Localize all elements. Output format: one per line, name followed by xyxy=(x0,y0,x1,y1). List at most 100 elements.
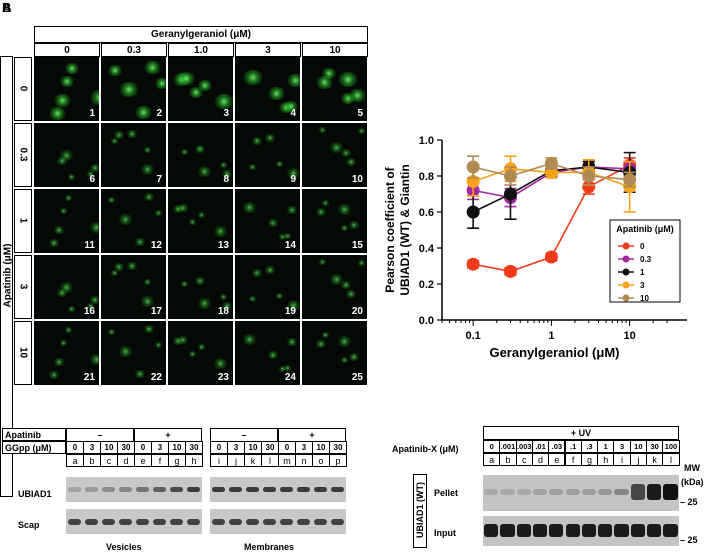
cell-number: 25 xyxy=(351,372,363,383)
row-header-apatinib: 0 xyxy=(17,85,29,92)
cell-number: 4 xyxy=(290,108,296,119)
cell-number: 7 xyxy=(156,174,162,185)
lane-letter: j xyxy=(227,454,245,467)
pellet-band xyxy=(565,489,580,495)
input-blot-strip xyxy=(483,516,679,546)
scap-band xyxy=(246,519,259,525)
cell-fluorescence xyxy=(340,93,356,105)
micrograph-cell: 6 xyxy=(34,123,99,187)
cell-fluorescence xyxy=(275,293,284,300)
cell-fluorescence xyxy=(194,145,206,154)
cell-fluorescence xyxy=(177,336,189,345)
micrograph-cell: 21 xyxy=(34,321,99,385)
lane-letter: g xyxy=(168,454,186,467)
legend-swatch-dot xyxy=(622,255,630,263)
cell-fluorescence xyxy=(107,329,116,336)
cell-number: 10 xyxy=(351,174,363,185)
scap-band xyxy=(170,519,183,525)
lane-letter: a xyxy=(66,454,84,467)
cell-fluorescence xyxy=(59,150,74,161)
cell-fluorescence xyxy=(59,282,74,293)
lane-letter: h xyxy=(597,453,615,466)
cell-number: 16 xyxy=(83,306,95,317)
data-point xyxy=(623,173,637,187)
cell-fluorescence xyxy=(56,289,68,298)
ubiad1-band xyxy=(297,487,310,492)
micrograph-cell: 3 xyxy=(168,57,233,121)
cell-fluorescence xyxy=(221,302,233,311)
cell-fluorescence xyxy=(118,82,140,98)
apatinib-axis-label: Apatinib (μM) xyxy=(2,243,14,308)
y-tick-label: 0.2 xyxy=(419,279,434,291)
lane-letter: d xyxy=(117,454,135,467)
ggpp-concentration: 0 xyxy=(210,441,228,454)
panel-letter-b: B xyxy=(2,0,12,15)
row-header-box xyxy=(14,255,32,319)
input-row-label: Input xyxy=(434,528,456,538)
micrograph-cell: 22 xyxy=(101,321,166,385)
col-header-ggoh: 10 xyxy=(302,43,368,57)
row-header-apatinib: 3 xyxy=(17,283,29,290)
micrograph-cell: 18 xyxy=(168,255,233,319)
apatinib-plus: + xyxy=(278,428,346,441)
ggpp-concentration: 0 xyxy=(66,441,84,454)
cell-fluorescence xyxy=(180,149,189,156)
cell-number: 1 xyxy=(89,108,95,119)
data-point xyxy=(544,250,558,264)
legend-title: Apatinib (μM) xyxy=(616,224,674,234)
input-band xyxy=(630,524,645,537)
cell-fluorescence xyxy=(143,325,155,334)
micrograph-cell: 15 xyxy=(302,189,367,253)
cell-fluorescence xyxy=(345,290,357,299)
scap-band xyxy=(68,519,81,525)
pellet-band xyxy=(581,489,597,495)
pellet-row-label: Pellet xyxy=(434,488,459,498)
cell-fluorescence xyxy=(107,197,116,204)
ubiad1-band xyxy=(263,487,276,492)
scap-blot-strip xyxy=(66,509,202,534)
pellet-band xyxy=(614,489,629,495)
scap-band xyxy=(263,519,276,525)
ggpp-concentration: 3 xyxy=(227,441,245,454)
scap-band xyxy=(119,519,132,525)
cell-fluorescence xyxy=(329,274,344,285)
row-header-box xyxy=(14,57,32,121)
cell-fluorescence xyxy=(286,74,300,88)
y-tick-label: 0.6 xyxy=(419,207,434,219)
ubiad1-band xyxy=(187,487,200,492)
cell-fluorescence xyxy=(140,164,155,175)
cell-fluorescence xyxy=(283,365,292,372)
ggpp-concentration: 30 xyxy=(185,441,203,454)
cell-number: 3 xyxy=(223,108,229,119)
ubiad1-band xyxy=(85,487,98,492)
cell-fluorescence xyxy=(64,327,73,334)
cell-fluorescence xyxy=(134,238,146,247)
cell-number: 14 xyxy=(284,240,296,251)
scap-row-label: Scap xyxy=(18,520,40,530)
vesicles-label: Vesicles xyxy=(106,542,142,552)
legend-swatch-dot xyxy=(622,268,630,276)
lane-letter: b xyxy=(83,454,101,467)
lane-letter: a xyxy=(483,453,501,466)
cell-fluorescence xyxy=(340,357,349,364)
ggpp-label: GGpp (μM) xyxy=(2,441,66,454)
data-point xyxy=(466,257,480,271)
cell-fluorescence xyxy=(53,226,65,235)
apatinib-x-concentration: .1 xyxy=(564,440,582,453)
ggpp-concentration: 3 xyxy=(295,441,313,454)
scap-band xyxy=(102,519,115,525)
pellet-band xyxy=(598,489,613,495)
input-band xyxy=(647,524,662,537)
cell-fluorescence xyxy=(251,137,263,146)
apatinib-x-concentration: 1 xyxy=(597,440,615,453)
cell-fluorescence xyxy=(348,353,360,362)
micrograph-cell: 7 xyxy=(101,123,166,187)
apatinib-x-concentration: 3 xyxy=(613,440,631,453)
mw-marker-25-input: – 25 xyxy=(680,535,698,545)
cell-fluorescence xyxy=(143,279,152,286)
cell-fluorescence xyxy=(154,78,166,90)
cell-fluorescence xyxy=(154,210,163,217)
row-header-apatinib: 10 xyxy=(17,346,29,359)
cell-number: 11 xyxy=(84,240,95,251)
data-point xyxy=(503,264,517,278)
